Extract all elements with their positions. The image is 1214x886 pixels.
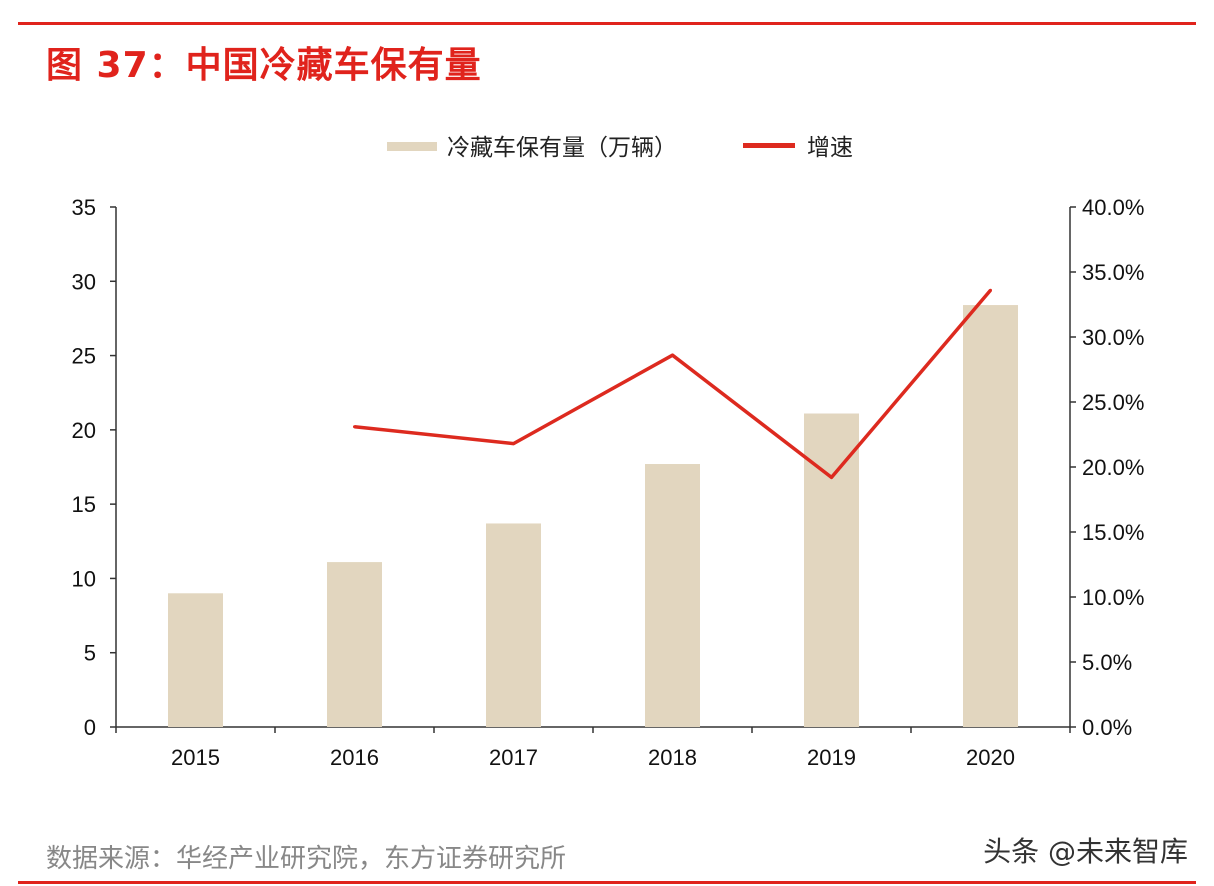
growth-point-2020 <box>989 288 992 292</box>
y-tick-label-left: 0 <box>84 715 96 740</box>
bar-series <box>168 305 1018 727</box>
growth-line <box>354 289 992 480</box>
y-tick-label-right: 15.0% <box>1082 520 1144 545</box>
bar-2017 <box>486 523 541 727</box>
page-title: 图 37：中国冷藏车保有量 <box>46 45 482 86</box>
y-tick-label-left: 5 <box>84 641 96 666</box>
y-tick-label-left: 15 <box>72 492 96 517</box>
growth-point-2017 <box>512 442 515 446</box>
bar-2019 <box>804 413 859 727</box>
growth-point-2019 <box>830 475 833 479</box>
source-note: 数据来源：华经产业研究院，东方证券研究所 <box>46 844 567 874</box>
legend-label-growth: 增速 <box>807 134 853 160</box>
bar-2016 <box>327 562 382 727</box>
x-tick-label: 2020 <box>966 745 1015 770</box>
growth-point-2016 <box>353 425 356 429</box>
y-tick-label-right: 0.0% <box>1082 715 1132 740</box>
y-tick-label-right: 10.0% <box>1082 585 1144 610</box>
x-tick-label: 2018 <box>648 745 697 770</box>
y-tick-label-right: 40.0% <box>1082 195 1144 220</box>
y-tick-label-right: 35.0% <box>1082 260 1144 285</box>
bar-2015 <box>168 593 223 727</box>
legend: 冷藏车保有量（万辆） 增速 <box>387 134 853 160</box>
growth-point-2018 <box>671 353 674 357</box>
y-tick-label-left: 10 <box>72 566 96 591</box>
x-tick-label: 2015 <box>171 745 220 770</box>
legend-swatch-bar <box>387 142 437 151</box>
bar-2018 <box>645 464 700 727</box>
y-tick-label-right: 5.0% <box>1082 650 1132 675</box>
y-tick-label-left: 20 <box>72 418 96 443</box>
y-tick-label-right: 25.0% <box>1082 390 1144 415</box>
y-tick-label-left: 25 <box>72 344 96 369</box>
legend-label-stock: 冷藏车保有量（万辆） <box>447 134 677 160</box>
y-tick-label-right: 20.0% <box>1082 455 1144 480</box>
axes: 0 5 10 15 20 25 30 35 0.0% 5.0% 10.0% 15.0% 20.0% 25.… <box>72 195 1145 770</box>
watermark: 头条 @未来智库 <box>983 835 1188 868</box>
x-tick-label: 2019 <box>807 745 856 770</box>
line-series <box>353 288 992 480</box>
y-tick-label-right: 30.0% <box>1082 325 1144 350</box>
y-tick-label-left: 30 <box>72 269 96 294</box>
legend-swatch-line <box>743 143 795 148</box>
x-tick-label: 2017 <box>489 745 538 770</box>
bar-2020 <box>963 305 1018 727</box>
bottom-rule <box>18 881 1196 884</box>
y-tick-label-left: 35 <box>72 195 96 220</box>
x-tick-label: 2016 <box>330 745 379 770</box>
top-rule <box>18 22 1196 25</box>
